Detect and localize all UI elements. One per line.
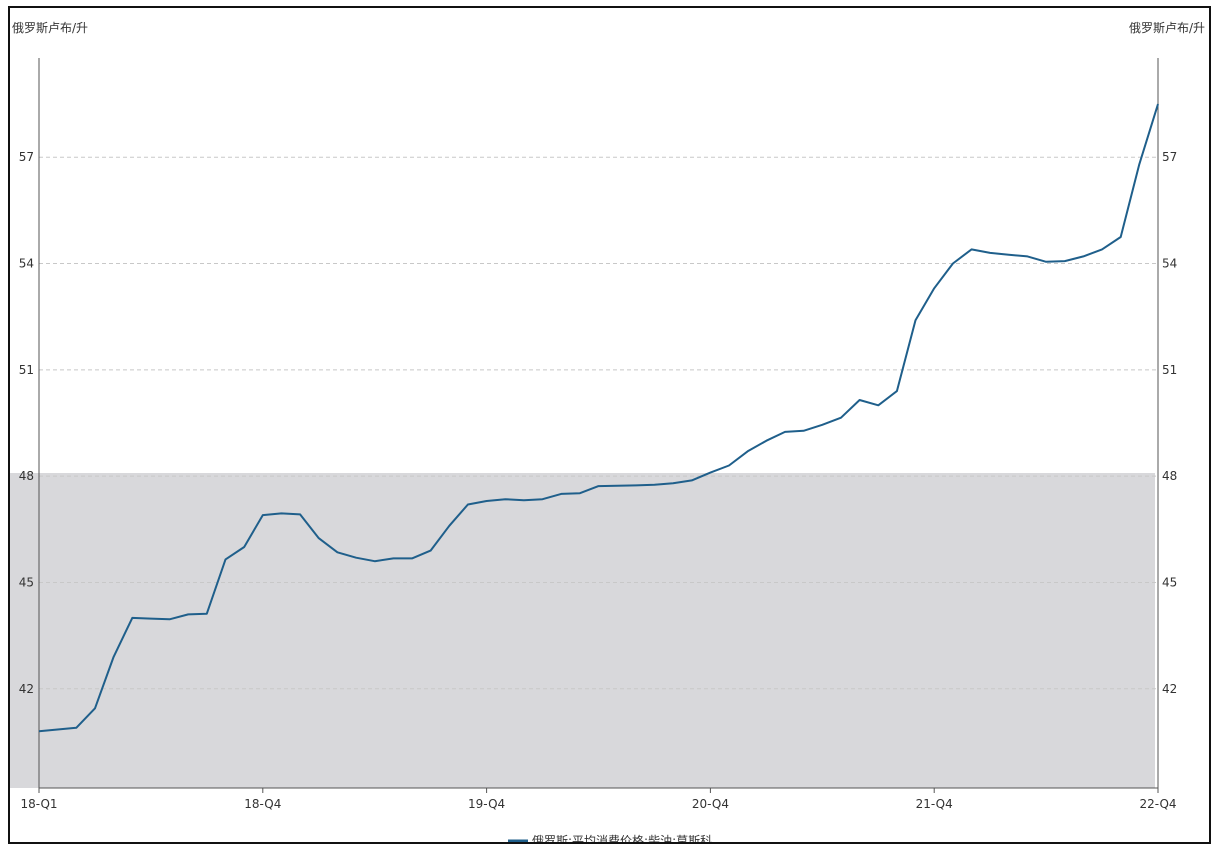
right-unit-label: 俄罗斯卢布/升 xyxy=(1129,20,1205,35)
y-ticks-right: 42 45 48 51 54 57 xyxy=(1162,150,1177,696)
left-unit-label: 俄罗斯卢布/升 xyxy=(12,20,88,35)
y-ticks-left: 42 45 48 51 54 57 xyxy=(19,150,34,696)
x-tick-label-20-Q4: 20-Q4 xyxy=(692,797,729,811)
series-line xyxy=(38,103,1159,733)
y-tick-right-48: 48 xyxy=(1162,469,1177,483)
y-tick-right-42: 42 xyxy=(1162,682,1177,696)
legend-label: 俄罗斯:平均消费价格:柴油:莫斯科 xyxy=(532,833,712,844)
x-tick-label-19-Q4: 19-Q4 xyxy=(468,797,505,811)
x-tick-label-21-Q4: 21-Q4 xyxy=(916,797,953,811)
x-tick-label-22-Q4: 22-Q4 xyxy=(1139,797,1176,811)
chart-frame: 42 45 48 51 54 57 42 45 48 51 54 57 18-Q1 18-Q4 19-Q… xyxy=(8,6,1211,844)
x-ticks: 18-Q1 18-Q4 19-Q4 20-Q4 21-Q4 22-Q4 xyxy=(20,788,1177,811)
y-tick-left-57: 57 xyxy=(19,150,34,164)
x-tick-label-18-Q1: 18-Q1 xyxy=(20,797,57,811)
gridlines xyxy=(39,156,1158,690)
y-tick-left-51: 51 xyxy=(19,363,34,377)
x-tick-label-18-Q4: 18-Q4 xyxy=(244,797,281,811)
y-tick-right-51: 51 xyxy=(1162,363,1177,377)
legend: 俄罗斯:平均消费价格:柴油:莫斯科 xyxy=(508,833,712,844)
y-tick-right-45: 45 xyxy=(1162,575,1177,589)
y-tick-left-45: 45 xyxy=(19,575,34,589)
y-tick-left-48: 48 xyxy=(19,469,34,483)
y-tick-left-42: 42 xyxy=(19,682,34,696)
y-tick-right-57: 57 xyxy=(1162,150,1177,164)
line-chart: 42 45 48 51 54 57 42 45 48 51 54 57 18-Q1 18-Q4 19-Q… xyxy=(10,20,1205,844)
y-tick-left-54: 54 xyxy=(19,257,34,271)
lower-gray-panel xyxy=(10,473,1155,788)
y-tick-right-54: 54 xyxy=(1162,257,1177,271)
